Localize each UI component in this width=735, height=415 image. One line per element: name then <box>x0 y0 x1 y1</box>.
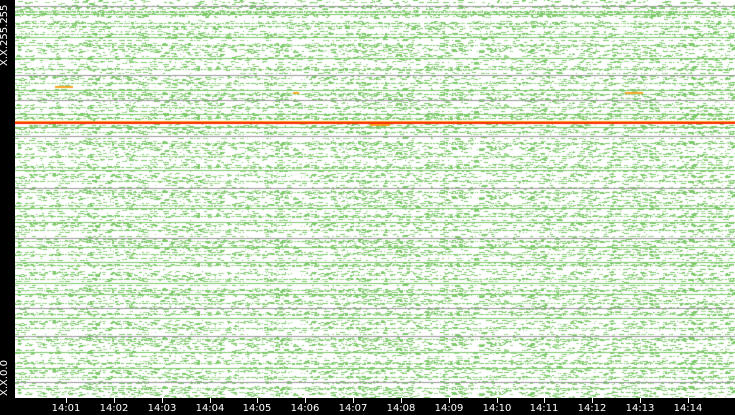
x-tick-label: 14:05 <box>242 403 272 414</box>
plot-area <box>15 0 735 398</box>
x-tick <box>592 398 593 403</box>
x-tick-label: 14:11 <box>529 403 559 414</box>
x-tick-label: 14:08 <box>386 403 416 414</box>
x-tick-label: 14:09 <box>434 403 464 414</box>
x-tick <box>114 398 115 403</box>
x-tick-label: 14:12 <box>577 403 607 414</box>
x-tick-label: 14:03 <box>147 403 177 414</box>
x-tick-label: 14:06 <box>290 403 320 414</box>
x-tick <box>688 398 689 403</box>
x-tick <box>640 398 641 403</box>
x-tick-label: 14:04 <box>195 403 225 414</box>
y-label-top: X.X.255.255 <box>0 4 10 66</box>
x-tick-label: 14:01 <box>51 403 81 414</box>
x-tick <box>497 398 498 403</box>
x-tick <box>257 398 258 403</box>
x-tick <box>353 398 354 403</box>
x-tick <box>210 398 211 403</box>
x-tick-label: 14:13 <box>625 403 655 414</box>
x-tick <box>305 398 306 403</box>
x-tick <box>401 398 402 403</box>
x-tick-label: 14:14 <box>673 403 703 414</box>
x-tick <box>449 398 450 403</box>
x-tick-label: 14:07 <box>338 403 368 414</box>
x-tick <box>544 398 545 403</box>
x-tick-label: 14:10 <box>482 403 512 414</box>
x-tick-label: 14:02 <box>99 403 129 414</box>
x-tick <box>162 398 163 403</box>
y-label-bottom: X.X.0.0 <box>0 360 10 396</box>
heatmap-cells <box>15 0 735 398</box>
x-tick <box>66 398 67 403</box>
